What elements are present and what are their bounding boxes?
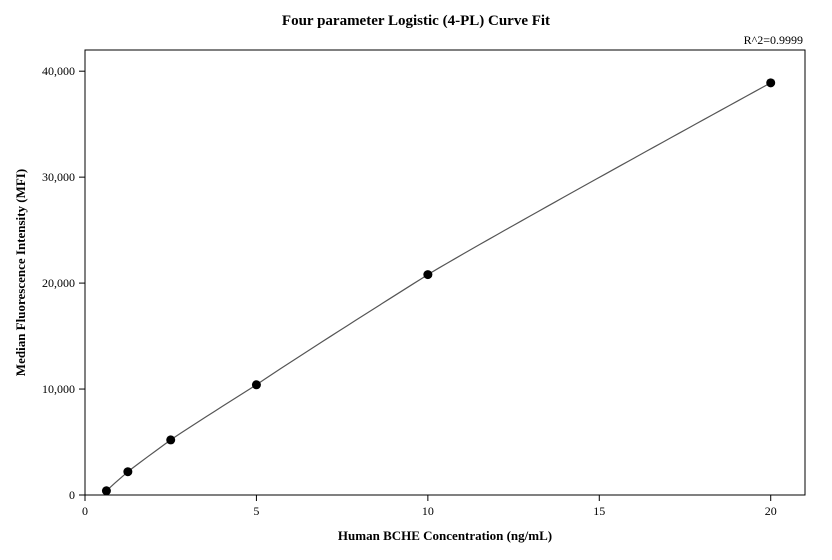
fitted-curve: [106, 83, 770, 491]
r-squared-annotation: R^2=0.9999: [744, 33, 803, 47]
plot-border: [85, 50, 805, 495]
chart-svg: Four parameter Logistic (4-PL) Curve Fit…: [0, 0, 832, 560]
data-point: [166, 435, 175, 444]
chart-container: Four parameter Logistic (4-PL) Curve Fit…: [0, 0, 832, 560]
data-point: [102, 486, 111, 495]
chart-title: Four parameter Logistic (4-PL) Curve Fit: [282, 13, 550, 29]
data-point: [766, 78, 775, 87]
x-tick-label: 20: [765, 504, 777, 518]
y-tick-label: 40,000: [42, 64, 75, 78]
y-tick-label: 10,000: [42, 382, 75, 396]
y-tick-label: 30,000: [42, 170, 75, 184]
y-axis-label: Median Fluorescence Intensity (MFI): [13, 169, 28, 376]
y-tick-label: 20,000: [42, 276, 75, 290]
x-tick-label: 15: [593, 504, 605, 518]
y-tick-label: 0: [69, 488, 75, 502]
x-tick-label: 0: [82, 504, 88, 518]
x-axis-label: Human BCHE Concentration (ng/mL): [338, 528, 552, 543]
data-point: [423, 270, 432, 279]
x-tick-label: 10: [422, 504, 434, 518]
data-point: [123, 467, 132, 476]
data-point: [252, 380, 261, 389]
x-tick-label: 5: [253, 504, 259, 518]
